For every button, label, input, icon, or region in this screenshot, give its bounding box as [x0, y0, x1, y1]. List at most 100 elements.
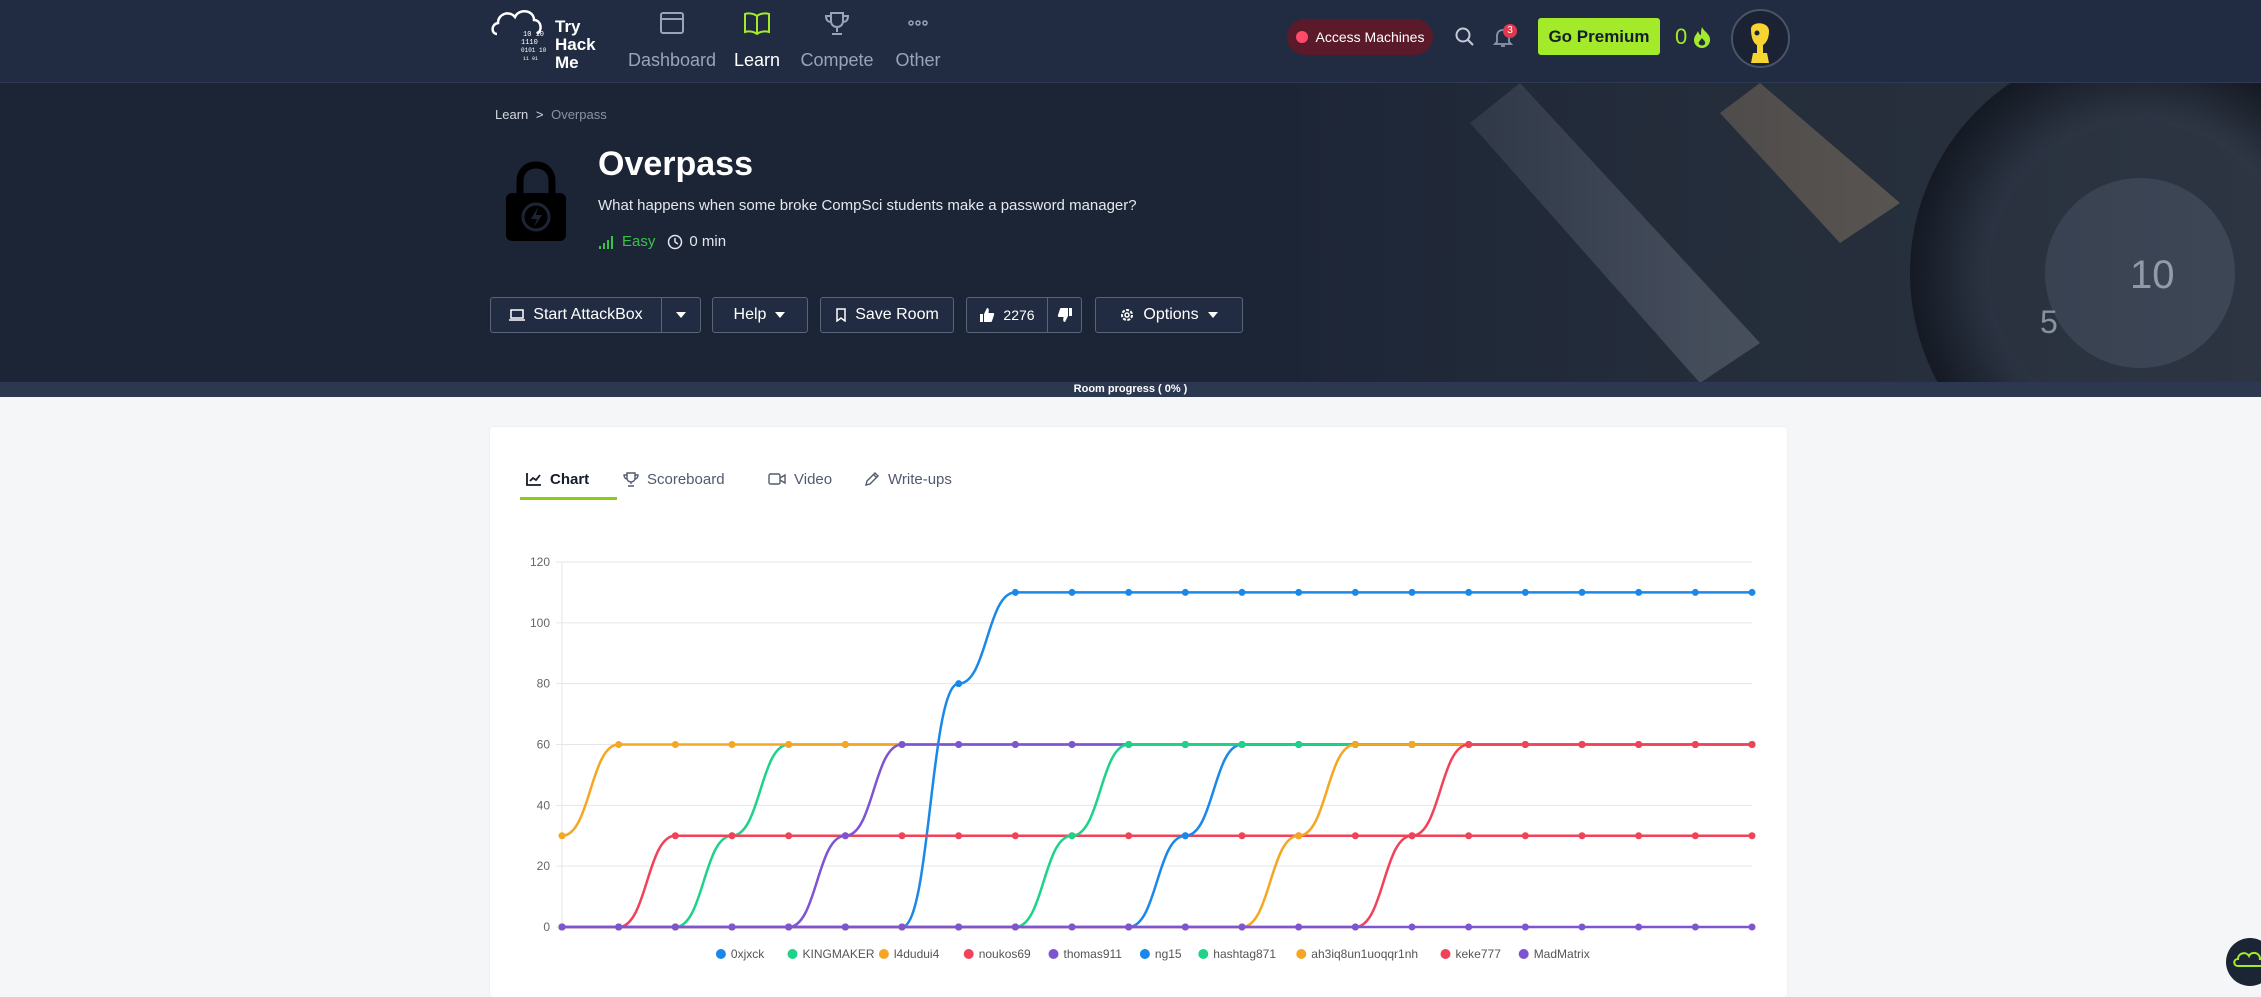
options-label: Options [1143, 306, 1199, 323]
data-point [898, 832, 906, 840]
data-point [1408, 741, 1416, 748]
data-point [955, 923, 963, 931]
data-point [1465, 741, 1473, 748]
book-icon [742, 8, 772, 38]
tab-write-ups[interactable]: Write-ups [864, 462, 952, 496]
difficulty-label: Easy [622, 233, 656, 250]
data-point [728, 832, 736, 840]
data-point [1408, 923, 1416, 931]
data-point [1635, 588, 1643, 596]
data-point [1295, 832, 1303, 840]
data-point [1408, 832, 1416, 840]
trophy-icon [822, 8, 852, 38]
legend-swatch [963, 949, 974, 959]
nav-dashboard[interactable]: Dashboard [628, 6, 716, 70]
data-point [1238, 588, 1246, 596]
data-point [1351, 588, 1359, 596]
legend-label: keke777 [1456, 947, 1502, 961]
data-point [1238, 832, 1246, 840]
save-room-button[interactable]: Save Room [820, 297, 954, 333]
data-point [841, 741, 849, 748]
nav-learn[interactable]: Learn [734, 6, 780, 70]
start-attackbox-button[interactable]: Start AttackBox [490, 297, 662, 333]
search-icon[interactable] [1452, 24, 1478, 50]
page-title: Overpass [598, 145, 753, 183]
data-point [1635, 741, 1643, 748]
tab-chart[interactable]: Chart [526, 462, 589, 496]
legend-label: l4dudui4 [894, 947, 940, 961]
room-header: 10 5 Learn > Overpass Overpass What happ… [0, 83, 2261, 383]
data-point [1351, 832, 1359, 840]
y-tick-label: 80 [537, 677, 551, 691]
tab-scoreboard[interactable]: Scoreboard [623, 462, 725, 496]
save-room-label: Save Room [855, 306, 939, 323]
legend-swatch [1518, 949, 1529, 959]
data-point [785, 741, 793, 748]
y-tick-label: 20 [537, 859, 551, 873]
tab-write-ups-label: Write-ups [888, 470, 952, 488]
trophy-icon [623, 472, 639, 487]
data-point [1351, 741, 1359, 748]
thumbs-down-icon [1057, 308, 1072, 322]
tryhackme-logo[interactable]: 10 10 1110 0101 10 11 01 Try Hack Me [489, 4, 609, 70]
nav-compete[interactable]: Compete [800, 6, 874, 70]
bookmark-icon [836, 308, 846, 322]
legend-label: hashtag871 [1213, 947, 1276, 961]
nav-other[interactable]: Other [895, 6, 941, 70]
support-chat-button[interactable] [2226, 938, 2261, 986]
series-line [561, 591, 1752, 929]
legend-swatch [715, 949, 726, 959]
data-point [1691, 832, 1699, 840]
legend-label: ah3iq8un1uoqqr1nh [1311, 947, 1418, 961]
data-point [785, 923, 793, 931]
laptop-icon [509, 309, 526, 321]
data-point [1125, 923, 1133, 931]
data-point [1181, 832, 1189, 840]
nav-compete-label: Compete [800, 50, 874, 70]
tab-video[interactable]: Video [768, 462, 832, 496]
flame-icon [1694, 27, 1711, 48]
data-point [841, 923, 849, 931]
legend-label: 0xjxck [731, 947, 765, 961]
data-point [1238, 923, 1246, 931]
go-premium-button[interactable]: Go Premium [1538, 18, 1660, 55]
legend-swatch [1296, 949, 1307, 959]
data-point [671, 741, 679, 748]
legend-swatch [1139, 949, 1150, 959]
status-dot [1295, 31, 1308, 43]
data-point [615, 923, 623, 931]
data-point [1578, 588, 1586, 596]
room-meta: Easy 0 min [598, 233, 726, 250]
options-button[interactable]: Options [1095, 297, 1243, 333]
nav-dashboard-label: Dashboard [627, 50, 717, 70]
help-button[interactable]: Help [712, 297, 808, 333]
chart-icon [526, 473, 541, 486]
avatar[interactable] [1731, 9, 1790, 68]
breadcrumb-learn[interactable]: Learn [495, 107, 529, 122]
data-point [898, 923, 906, 931]
access-machines-label: Access Machines [1315, 29, 1425, 45]
data-point [1011, 923, 1019, 931]
data-point [1521, 588, 1529, 596]
data-point [1578, 741, 1586, 748]
difficulty: Easy [598, 233, 655, 250]
access-machines-button[interactable]: Access Machines [1287, 19, 1433, 55]
attackbox-dropdown-button[interactable] [661, 297, 701, 333]
data-point [1691, 923, 1699, 931]
like-button[interactable]: 2276 [966, 297, 1048, 333]
room-description: What happens when some broke CompSci stu… [598, 197, 1137, 214]
progress-line-chart: 0 20 40 60 80 100 120 0xjxck KINGMAKER l4dudui4 no… [530, 555, 1756, 961]
streak-counter[interactable]: 0 [1675, 24, 1713, 50]
dislike-button[interactable] [1047, 297, 1082, 333]
data-point [841, 832, 849, 840]
legend-swatch [1198, 949, 1209, 959]
data-point [558, 923, 566, 931]
data-point [785, 832, 793, 840]
data-point [728, 923, 736, 931]
nav-other-label: Other [895, 50, 941, 70]
breadcrumb-current: Overpass [551, 107, 607, 122]
legend-label: MadMatrix [1534, 947, 1590, 961]
svg-text:1110: 1110 [521, 39, 538, 47]
data-point [1125, 588, 1133, 596]
top-navbar: 10 10 1110 0101 10 11 01 Try Hack Me Das… [0, 0, 2261, 83]
